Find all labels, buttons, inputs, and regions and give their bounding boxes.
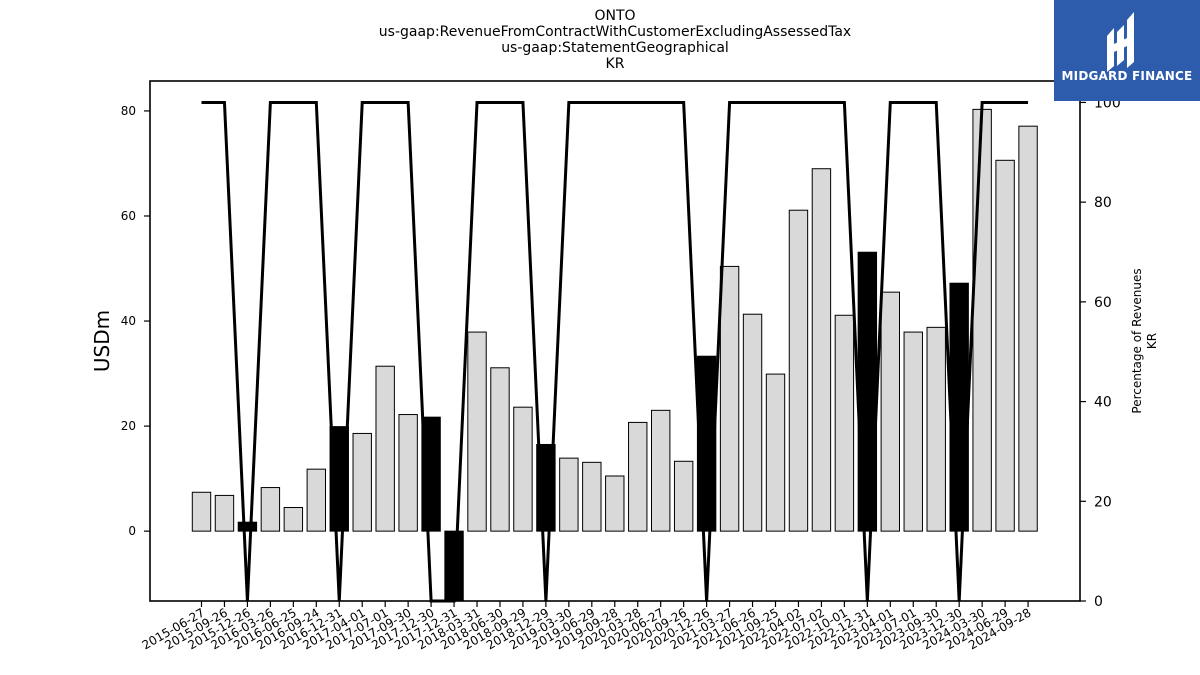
logo-mark-icon [1107,12,1134,72]
y-tick-label: 80 [121,104,136,118]
bar-2023-09-30 [926,326,946,532]
bar-2016-06-25 [283,507,304,532]
bar-2015-12-26 [237,521,258,532]
logo-text: MIDGARD FINANCE [1061,69,1193,83]
bar-2019-03-30 [559,457,579,532]
bars-group [191,108,1038,602]
bar-2023-04-01 [880,291,900,532]
bar-2019-09-28 [605,475,625,532]
bar-2017-07-01 [375,365,395,532]
y-tick-label: 0 [128,524,136,538]
bar-2022-04-02 [788,209,809,532]
bar-2023-12-30 [949,282,969,532]
bar-2020-06-27 [651,409,671,532]
x-axis: 2015-06-272015-09-262015-12-262016-03-26… [140,601,1034,652]
bar-2022-07-02 [811,168,832,532]
bar-2022-10-01 [834,314,855,532]
y2-axis-title: Percentage of Revenues KR [1130,268,1159,413]
y-axis-title: USDm [90,310,114,372]
bar-2015-06-27 [191,491,212,532]
bar-2020-09-26 [673,460,694,532]
y2-tick-label: 60 [1094,295,1112,311]
bar-2019-06-29 [582,461,602,532]
bar-2018-09-29 [513,406,533,532]
bar-2021-06-26 [742,313,763,532]
bar-2024-06-29 [995,159,1015,532]
bar-2016-09-24 [306,468,327,532]
title-line-0: ONTO [594,8,635,24]
bar-2017-04-01 [352,432,372,532]
bar-2021-09-25 [765,373,786,532]
bar-2015-09-26 [214,494,235,532]
y2-axis-title-line: Percentage of Revenues [1130,268,1144,413]
bar-2017-09-30 [398,414,418,532]
bar-2024-03-30 [972,108,992,532]
bar-2018-06-30 [490,367,510,532]
y2-tick-label: 40 [1094,395,1112,411]
bar-2023-07-01 [903,331,923,532]
title-line-2: us-gaap:StatementGeographical [501,40,729,56]
y2-tick-label: 20 [1094,494,1112,510]
y2-tick-label: 80 [1094,195,1112,211]
bar-2020-03-28 [628,421,648,532]
y2-tick-label: 0 [1094,594,1103,610]
title-line-3: KR [606,56,625,72]
bar-2016-03-26 [260,487,281,532]
midgard-finance-logo: MIDGARD FINANCE [1054,0,1200,101]
chart-title: ONTOus-gaap:RevenueFromContractWithCusto… [379,8,851,72]
y-tick-label: 20 [121,419,136,433]
bar-2024-09-28 [1018,125,1038,532]
y-tick-label: 60 [121,209,136,223]
y-axis-left: 0 20 40 60 80 [121,104,150,538]
y2-axis-title-line: KR [1145,333,1159,349]
bar-2018-03-31 [467,331,487,532]
title-line-1: us-gaap:RevenueFromContractWithCustomerE… [379,24,851,40]
bar-2021-03-27 [719,265,740,532]
y-tick-label: 40 [121,314,136,328]
